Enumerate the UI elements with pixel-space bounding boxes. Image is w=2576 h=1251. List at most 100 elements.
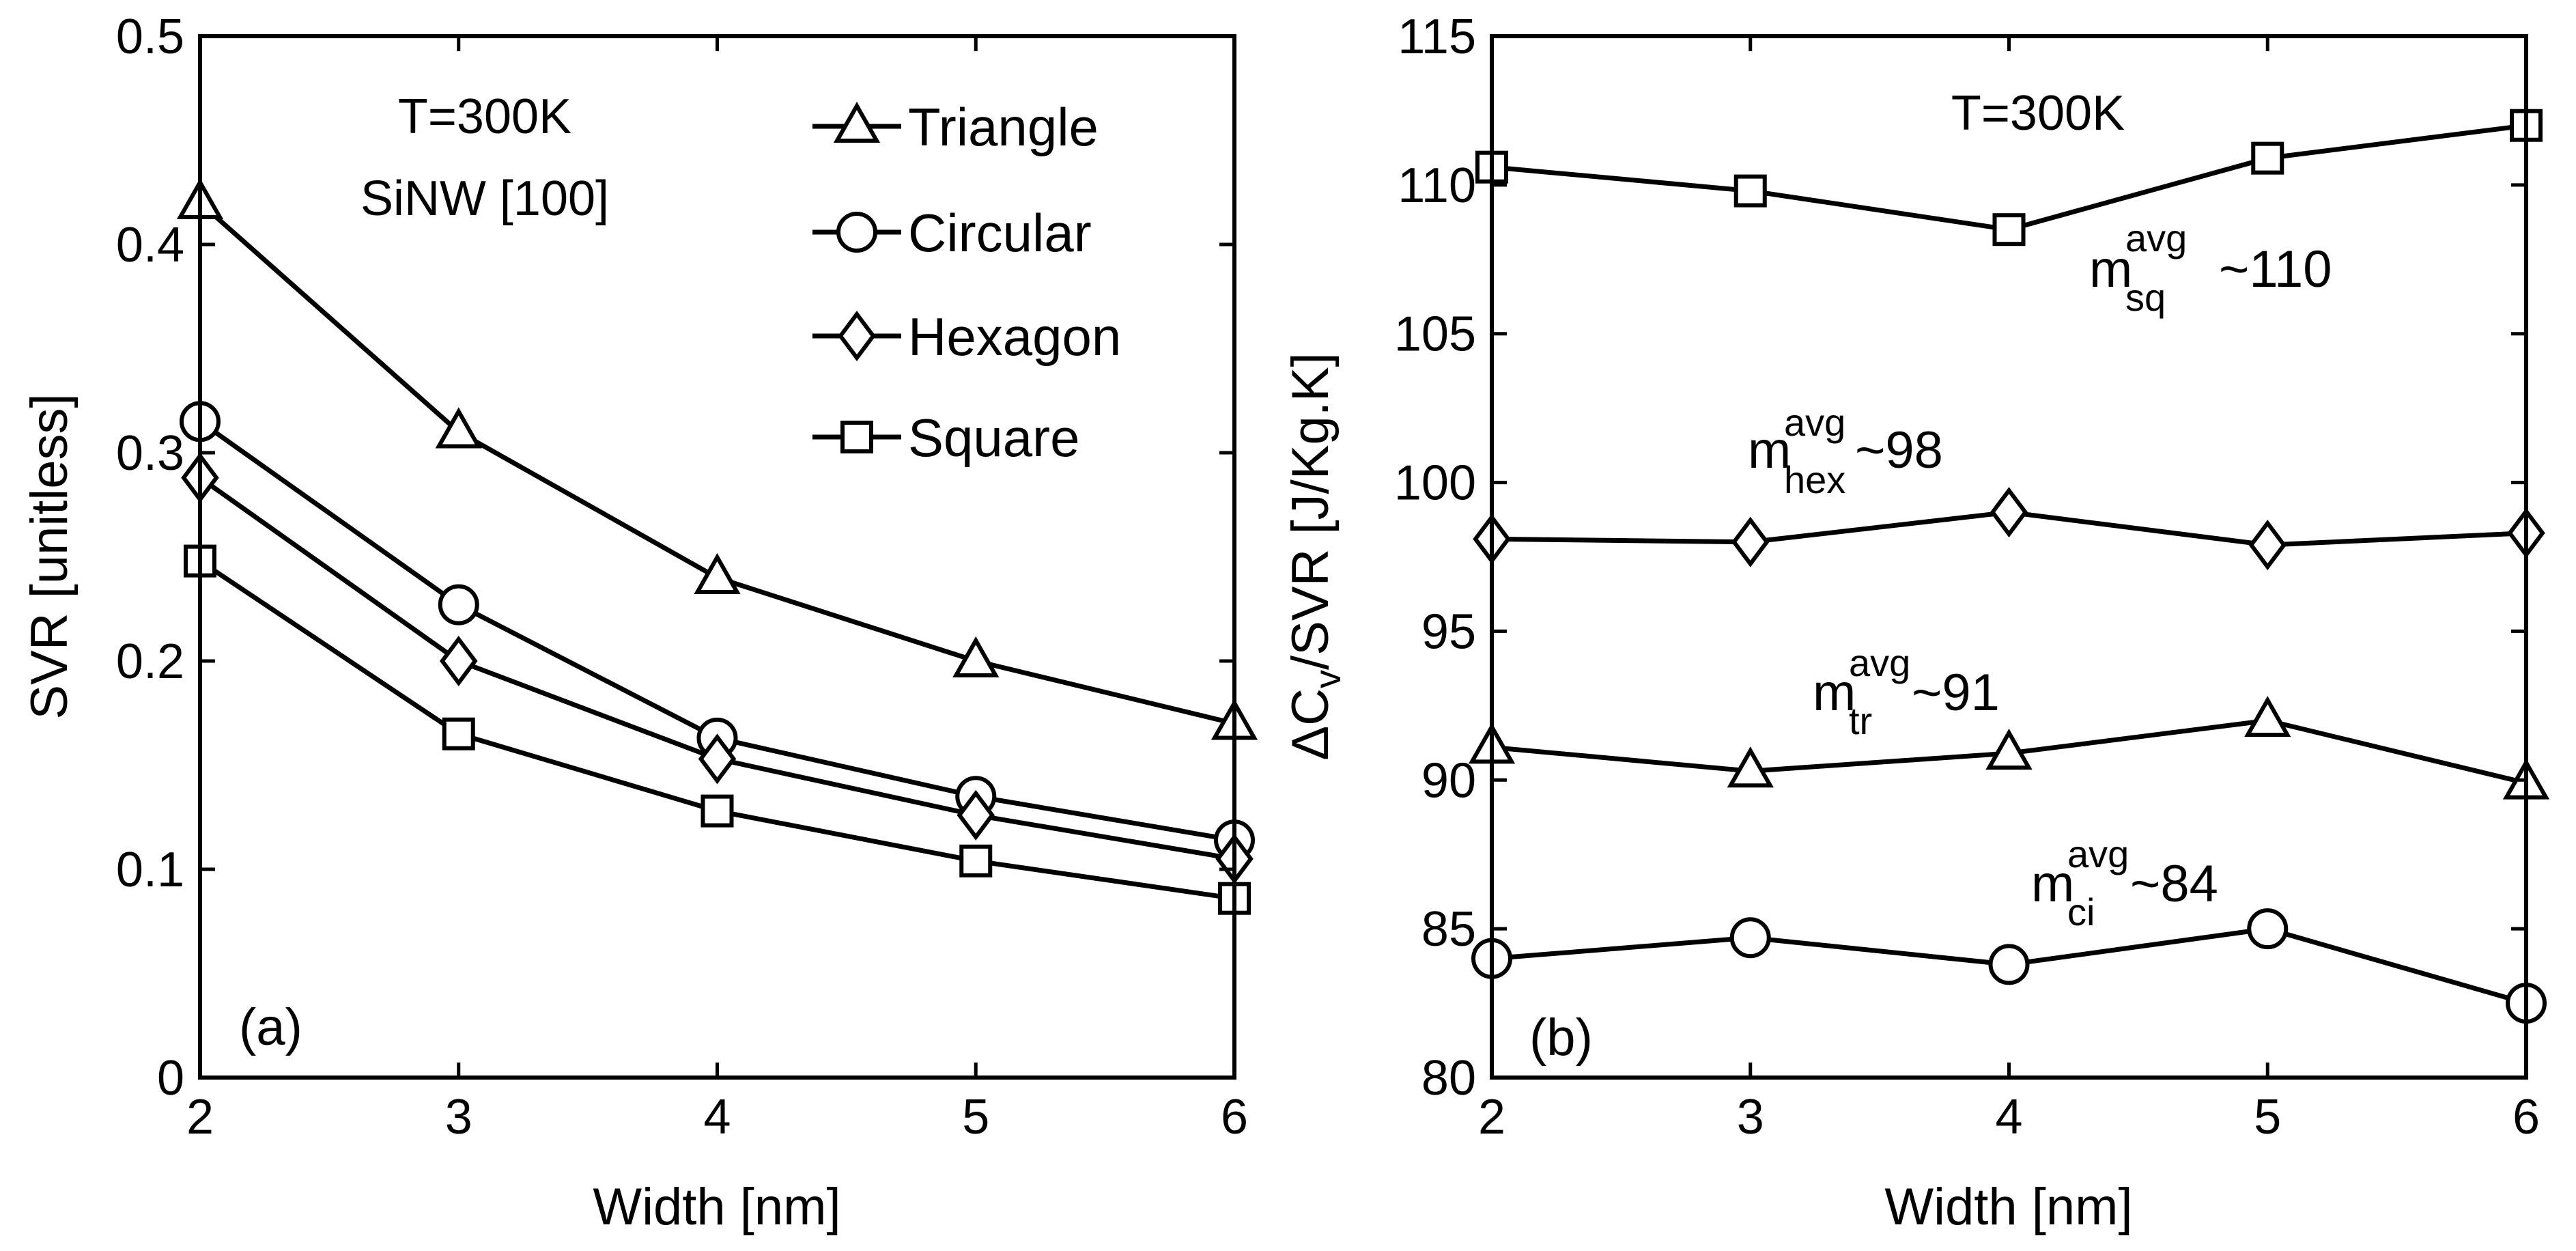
legend-marker-square-shape [840,421,873,453]
panel-b-point-square [1733,174,1767,208]
panel-b-ylabel-suffix: /SVR [J/Kg.K] [1282,352,1340,670]
panel-b-ytick-label: 90 [1421,753,1476,808]
panel-a-ytick-label: 0 [157,1051,184,1106]
panel-a-ytick-label: 0.3 [116,426,184,481]
panel-b-point-circular [1988,944,2030,985]
panel-b-xtick-label: 6 [2513,1090,2540,1144]
panel-b-ylabel-prefix: ΔC [1282,688,1340,761]
panel-a-xtick-label: 3 [445,1090,472,1144]
mean-triangle-value: ~91 [1912,664,2000,722]
panel-a-point-square [959,844,993,877]
legend-label-circular: Circular [908,203,1092,263]
panel-b-point-triangle [1985,729,2033,770]
panel-b-point-hexagon [2248,520,2287,571]
panel-a-ticks: 2 3 4 5 6 0 0.1 0.2 0.3 0.4 0.5 [116,10,1248,1144]
panel-a-xlabel: Width [nm] [593,1178,840,1236]
panel-b-ytick-label: 85 [1421,902,1476,957]
panel-b-point-square [1992,213,2026,247]
panel-a-point-triangle [694,552,741,594]
panel-a: 2 3 4 5 6 0 0.1 0.2 0.3 0.4 0.5 Width [nm] SVR [un… [20,10,1258,1236]
legend-marker-hexagon [838,311,876,361]
panel-a-point-hexagon [957,789,995,841]
panel-a-marks [176,178,1258,915]
mean-hexagon-main: m [1748,421,1791,479]
legend-marker-circular [836,212,877,253]
mean-label-square: mavg sq ~110 [2089,216,2332,319]
panel-a-point-square [442,717,475,750]
mean-hexagon-sub: hex [1784,458,1845,501]
legend-marker-hexagon-shape [838,311,876,361]
panel-b-frame [1490,34,2528,1080]
panel-a-ytick-label: 0.1 [116,843,184,897]
panel-a-point-square [700,794,734,828]
panel-a-xtick-label: 2 [186,1090,214,1144]
panel-a-annotation-material: SiNW [100] [360,171,609,226]
panel-b-point-circular [1729,917,1771,959]
panel-b-ytick-label: 100 [1394,456,1476,511]
panel-b-ytick-label: 105 [1394,307,1476,362]
panel-a-ytick-label: 0.5 [116,10,184,64]
panel-b-ytick-label: 110 [1398,158,1476,213]
panel-a-point-hexagon [698,733,737,785]
mean-circular-main: m [2031,855,2074,913]
legend-marker-circular-shape [836,212,877,253]
panel-a-xtick-label: 5 [962,1090,989,1144]
panel-b-ylabel-sub: v [1307,670,1348,688]
panel-b: 2 3 4 5 6 80 85 90 95 100 105 110 115 Width [nm] ΔCv… [1282,10,2550,1236]
mean-square-value: ~110 [2219,240,2332,298]
legend-item-hexagon: Hexagon [812,307,1121,367]
panel-b-xtick-label: 3 [1737,1090,1764,1144]
panel-b-annotation-temperature: T=300K [1951,86,2125,141]
panel-a-annotation-temperature: T=300K [398,89,571,144]
panel-b-xtick-label: 4 [1995,1090,2022,1144]
panel-a-point-hexagon [440,636,478,686]
mean-triangle-main: m [1813,664,1856,722]
legend-label-triangle: Triangle [908,97,1099,157]
legend-label-square: Square [908,408,1080,468]
panel-a-point-triangle [952,636,1000,677]
panel-b-point-hexagon [1731,516,1770,567]
panel-a-ytick-label: 0.2 [116,634,184,689]
legend-marker-square [840,421,873,453]
panel-b-label: (b) [1529,1009,1593,1067]
legend-item-triangle: Triangle [812,97,1099,157]
legend-marker-triangle [833,101,881,143]
panel-a-xtick-label: 4 [703,1090,731,1144]
mean-square-main: m [2089,240,2132,298]
panel-b-point-square [2251,141,2284,175]
panel-b-ytick-label: 95 [1421,604,1476,659]
panel-b-ytick-label: 115 [1398,10,1476,64]
panel-a-point-triangle [435,407,482,449]
legend-item-circular: Circular [812,203,1092,263]
panel-b-xtick-label: 2 [1478,1090,1505,1144]
mean-triangle-sub: tr [1849,699,1872,742]
mean-label-hexagon: mavg hex~98 [1748,401,1943,501]
legend-label-hexagon: Hexagon [908,307,1121,367]
panel-b-xtick-label: 5 [2254,1090,2281,1144]
panel-b-xlabel: Width [nm] [1884,1178,2132,1236]
mean-circular-sub: ci [2067,890,2095,933]
panel-a-ytick-label: 0.4 [116,218,184,272]
mean-label-circular: mavg ci ~84 [2031,832,2218,933]
mean-triangle-sup: avg [1849,641,1910,684]
panel-b-point-hexagon [1990,487,2028,538]
panel-b-ytick-label: 80 [1421,1051,1476,1106]
mean-circular-sup: avg [2067,832,2129,875]
panel-a-legend: Triangle Circular Hexagon Square [812,97,1121,468]
panel-a-point-circular [438,584,479,626]
panel-b-ylabel: ΔCv/SVR [J/Kg.K] [1282,352,1348,760]
mean-hexagon-value: ~98 [1855,421,1943,479]
panel-b-point-triangle [1727,746,1774,788]
panel-b-point-circular [2247,908,2289,950]
legend-item-square: Square [812,408,1080,468]
mean-circular-value: ~84 [2130,855,2218,913]
panel-a-ylabel: SVR [unitless] [20,393,79,719]
panel-a-label: (a) [239,998,302,1056]
panel-b-ticks: 2 3 4 5 6 80 85 90 95 100 105 110 115 [1394,10,2540,1144]
mean-square-sup: avg [2125,216,2187,259]
panel-a-xtick-label: 6 [1221,1090,1248,1144]
mean-hexagon-sup: avg [1784,401,1845,444]
mean-square-sub: sq [2125,276,2166,319]
panel-b-marks [1468,109,2550,1024]
mean-label-triangle: mavg tr ~91 [1813,641,2000,742]
